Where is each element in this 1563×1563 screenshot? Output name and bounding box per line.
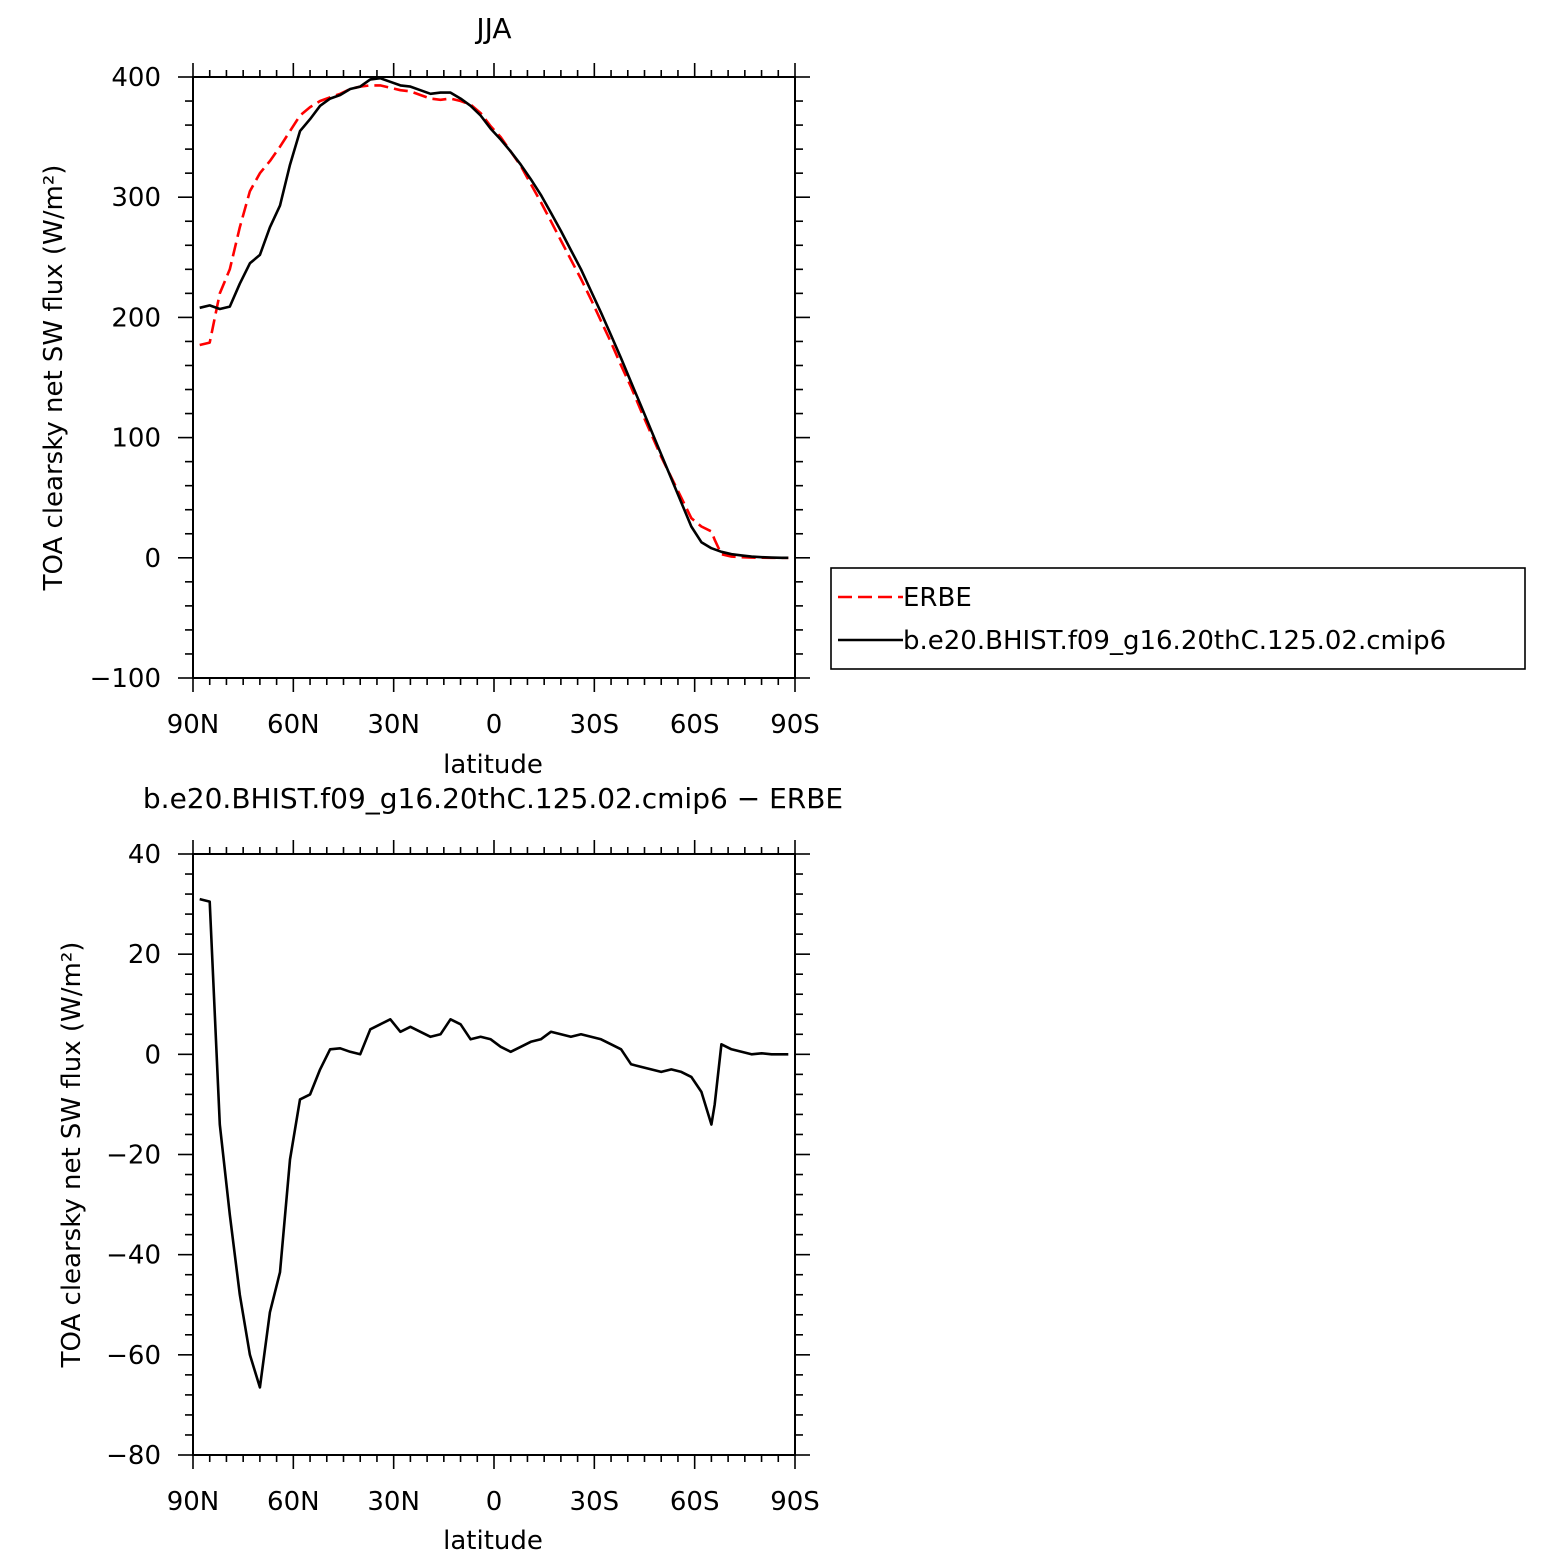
chart-panel-1: JJA 90N 60N 30N 0 30S 60S 90S 400 300 200 100 0 −100 l… bbox=[39, 12, 1526, 780]
x-tick-label: 60S bbox=[670, 1487, 720, 1517]
y-tick-label: 0 bbox=[144, 544, 161, 574]
chart-title: b.e20.BHIST.f09_g16.20thC.125.02.cmip6 −… bbox=[143, 782, 843, 815]
y-tick-label: −20 bbox=[106, 1141, 161, 1171]
chart-panel-2: b.e20.BHIST.f09_g16.20thC.125.02.cmip6 −… bbox=[57, 782, 843, 1556]
series-line-b-e20-bhist-f09-g16-20thc-125-02-cmip6 bbox=[199, 76, 789, 560]
x-tick-label: 90N bbox=[167, 1487, 220, 1517]
plot-frame bbox=[192, 853, 796, 1456]
y-tick-label: −100 bbox=[90, 664, 161, 694]
x-tick-label: 60N bbox=[267, 1487, 320, 1517]
x-tick-label: 90S bbox=[770, 710, 820, 740]
series-line-1 bbox=[199, 897, 789, 1389]
y-tick-label: 200 bbox=[111, 303, 161, 333]
plot-frame bbox=[192, 76, 796, 679]
y-tick-label: 20 bbox=[128, 940, 161, 970]
x-tick-label: 30S bbox=[570, 710, 620, 740]
y-tick-label: −60 bbox=[106, 1341, 161, 1371]
x-axis-label: latitude bbox=[443, 1526, 543, 1556]
y-tick-label: 400 bbox=[111, 63, 161, 93]
x-tick-label: 0 bbox=[486, 1487, 503, 1517]
x-tick-label: 60S bbox=[670, 710, 720, 740]
series-line-erbe bbox=[199, 84, 789, 560]
chart-title: JJA bbox=[474, 12, 511, 45]
x-tick-label: 0 bbox=[486, 710, 503, 740]
legend-label: ERBE bbox=[903, 583, 972, 613]
y-tick-label: 0 bbox=[144, 1040, 161, 1070]
y-axis-label: TOA clearsky net SW flux (W/m²) bbox=[57, 942, 87, 1369]
y-tick-label: 40 bbox=[128, 840, 161, 870]
y-tick-label: −40 bbox=[106, 1241, 161, 1271]
y-tick-label: 300 bbox=[111, 183, 161, 213]
y-tick-label: 100 bbox=[111, 424, 161, 454]
x-tick-label: 30N bbox=[367, 710, 420, 740]
x-tick-label: 30S bbox=[570, 1487, 620, 1517]
x-tick-label: 90N bbox=[167, 710, 220, 740]
x-tick-label: 60N bbox=[267, 710, 320, 740]
y-tick-label: −80 bbox=[106, 1441, 161, 1471]
legend-box bbox=[830, 567, 1526, 670]
x-tick-label: 90S bbox=[770, 1487, 820, 1517]
x-axis-label: latitude bbox=[443, 750, 543, 780]
x-tick-label: 30N bbox=[367, 1487, 420, 1517]
y-axis-label: TOA clearsky net SW flux (W/m²) bbox=[39, 165, 69, 592]
legend: ERBE b.e20.BHIST.f09_g16.20thC.125.02.cmi… bbox=[830, 567, 1526, 670]
legend-label: b.e20.BHIST.f09_g16.20thC.125.02.cmip6 bbox=[903, 626, 1446, 656]
